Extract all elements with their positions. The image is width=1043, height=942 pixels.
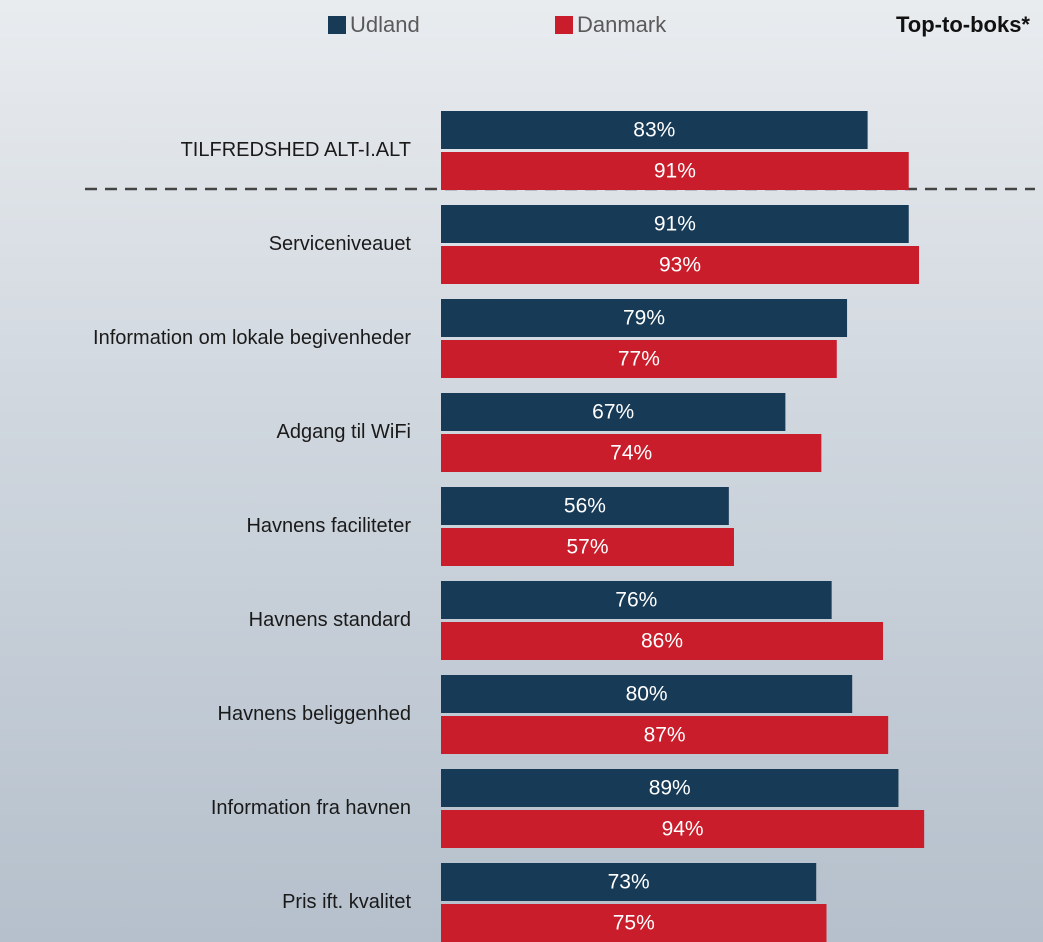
bar	[441, 487, 729, 525]
bar	[441, 716, 889, 754]
bar	[441, 675, 853, 713]
value-label: 91%	[654, 213, 696, 236]
value-label: 67%	[592, 401, 634, 424]
bar	[441, 205, 909, 243]
category-label: Pris ift. kvalitet	[282, 891, 411, 913]
value-label: 80%	[626, 683, 668, 706]
value-label: 94%	[662, 818, 704, 841]
bar	[441, 622, 884, 660]
bar	[441, 393, 786, 431]
category-label: Havnens faciliteter	[246, 515, 411, 537]
legend-label: Danmark	[577, 12, 667, 37]
category-label: Havnens standard	[249, 609, 411, 631]
bar	[441, 810, 925, 848]
value-label: 74%	[610, 442, 652, 465]
value-label: 87%	[644, 724, 686, 747]
category-label: Adgang til WiFi	[277, 421, 412, 443]
category-label: Serviceniveauet	[269, 233, 412, 255]
value-label: 93%	[659, 254, 701, 277]
value-label: 79%	[623, 307, 665, 330]
bar	[441, 434, 822, 472]
category-label: Information fra havnen	[211, 797, 411, 819]
value-label: 83%	[633, 119, 675, 142]
value-label: 57%	[566, 536, 608, 559]
category-label: Havnens beliggenhed	[218, 703, 412, 725]
category-label: TILFREDSHED ALT-I.ALT	[181, 139, 411, 161]
bar	[441, 863, 817, 901]
value-label: 77%	[618, 348, 660, 371]
value-label: 91%	[654, 160, 696, 183]
bar	[441, 528, 734, 566]
chart-title: Top-to-boks*	[896, 12, 1030, 37]
value-label: 89%	[649, 777, 691, 800]
category-label: Information om lokale begivenheder	[93, 327, 411, 349]
value-label: 86%	[641, 630, 683, 653]
bar	[441, 340, 837, 378]
bar	[441, 152, 909, 190]
legend-swatch	[328, 16, 346, 34]
bar	[441, 299, 848, 337]
legend-swatch	[555, 16, 573, 34]
bar	[441, 111, 868, 149]
bar	[441, 769, 899, 807]
legend-label: Udland	[350, 12, 420, 37]
bar	[441, 246, 920, 284]
value-label: 73%	[608, 871, 650, 894]
value-label: 56%	[564, 495, 606, 518]
bar	[441, 904, 827, 942]
value-label: 76%	[615, 589, 657, 612]
bar	[441, 581, 832, 619]
value-label: 75%	[613, 912, 655, 935]
